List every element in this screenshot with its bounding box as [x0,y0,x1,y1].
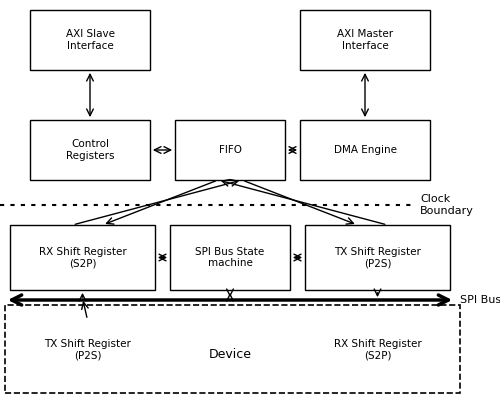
Text: TX Shift Register
(P2S): TX Shift Register (P2S) [44,339,131,361]
Text: Clock
Boundary: Clock Boundary [420,194,474,216]
Text: Device: Device [208,349,252,361]
Bar [305,320,450,380]
Text: RX Shift Register
(S2P): RX Shift Register (S2P) [334,339,422,361]
Bar [175,120,285,180]
Bar [10,225,155,290]
Text: RX Shift Register
(S2P): RX Shift Register (S2P) [38,247,126,268]
Text: DMA Engine: DMA Engine [334,145,396,155]
Text: SPI Bus: SPI Bus [460,295,500,305]
Bar [15,320,160,380]
Bar [170,225,290,290]
Text: AXI Master
Interface: AXI Master Interface [337,29,393,51]
Text: Control
Registers: Control Registers [66,139,114,161]
Bar [30,10,150,70]
Text: FIFO: FIFO [218,145,242,155]
Bar [300,120,430,180]
Text: TX Shift Register
(P2S): TX Shift Register (P2S) [334,247,421,268]
Bar [300,10,430,70]
Bar [305,225,450,290]
Bar [5,305,460,393]
Text: SPI Bus State
machine: SPI Bus State machine [196,247,264,268]
Bar [30,120,150,180]
Text: AXI Slave
Interface: AXI Slave Interface [66,29,114,51]
